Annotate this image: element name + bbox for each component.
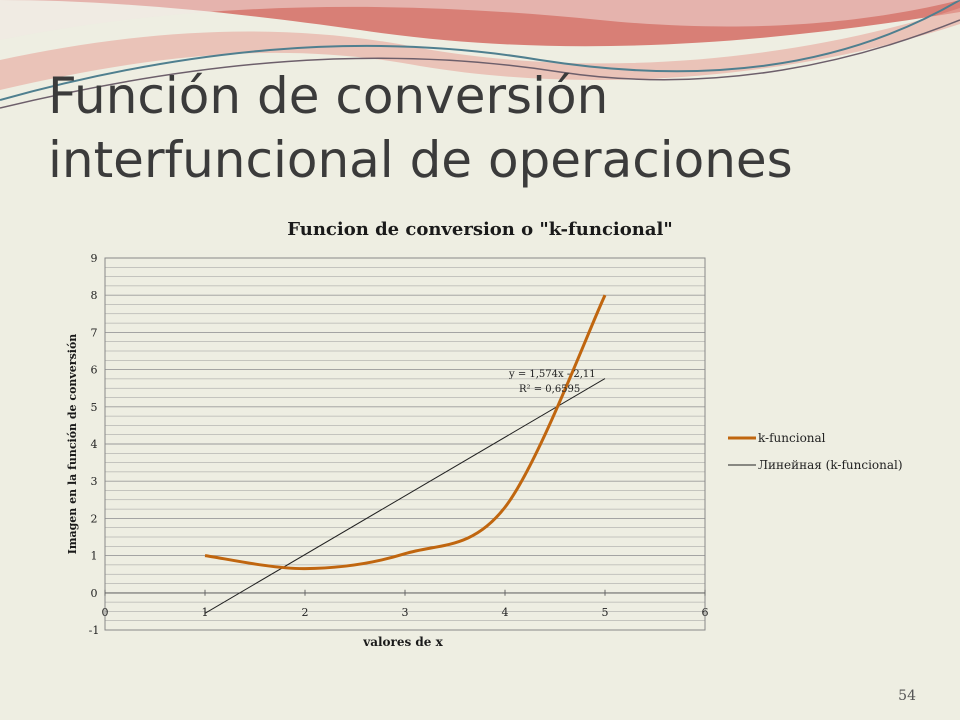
wave-light-band	[0, 0, 960, 40]
y-tick-label: 8	[91, 289, 98, 302]
legend-label-trendline: Линейная (k-funcional)	[758, 458, 903, 472]
y-axis-ticks: -1 0 1 2 3 4 5 6 7 8 9	[89, 252, 100, 637]
x-tick-label: 2	[302, 606, 309, 619]
trendline-linear	[204, 378, 606, 614]
x-axis-label: valores de x	[362, 635, 443, 649]
x-tick-label: 0	[102, 606, 109, 619]
y-tick-label: 0	[91, 587, 98, 600]
trendline-r-squared: R² = 0,6595	[519, 384, 580, 395]
x-axis-ticks: 0 1 2 3 4 5 6	[102, 589, 709, 619]
wave-dark-line	[0, 19, 960, 109]
y-axis-label: Imagen en la función de conversión	[66, 334, 79, 555]
x-tick-label: 4	[502, 606, 509, 619]
series-line-k-funcional	[204, 294, 607, 571]
x-tick-label: 3	[402, 606, 409, 619]
x-tick-label: 1	[202, 606, 209, 619]
plot-area-border	[104, 257, 706, 631]
x-tick-label: 5	[602, 606, 609, 619]
slide-number: 54	[898, 688, 916, 704]
y-tick-label: 1	[91, 550, 98, 563]
slide-title: Función de conversión interfuncional de …	[48, 67, 793, 189]
y-tick-label: 2	[91, 512, 98, 525]
y-tick-label: -1	[89, 624, 100, 637]
y-tick-label: 9	[91, 252, 98, 265]
trendline-equation: y = 1,574x - 2,11	[508, 369, 596, 380]
chart-title: Funcion de conversion o "k-funcional"	[287, 219, 672, 240]
y-tick-label: 7	[91, 326, 98, 339]
y-tick-label: 3	[91, 475, 98, 488]
y-tick-label: 6	[91, 364, 98, 377]
y-tick-label: 4	[91, 438, 98, 451]
y-tick-label: 5	[91, 401, 98, 414]
legend: k-funcional Линейная (k-funcional)	[728, 431, 903, 472]
plot-grid	[105, 257, 705, 631]
wave-blue-line	[0, 0, 960, 101]
x-tick-label: 6	[702, 606, 709, 619]
legend-label-k-funcional: k-funcional	[758, 431, 826, 445]
